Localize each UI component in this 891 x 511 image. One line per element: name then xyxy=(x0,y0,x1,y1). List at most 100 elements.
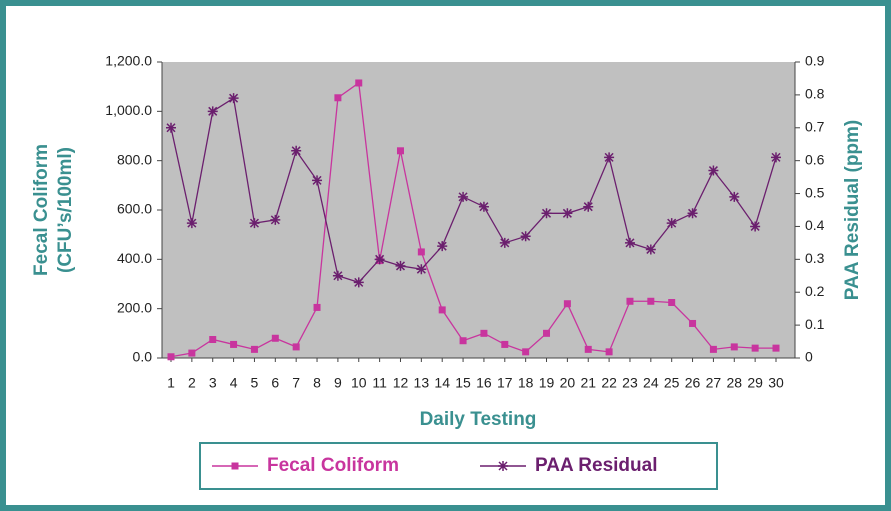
x-tick-label: 22 xyxy=(601,375,617,391)
data-point xyxy=(459,337,467,345)
y2-tick-label: 0 xyxy=(805,349,813,365)
legend-marker xyxy=(231,462,239,470)
y-tick-label: 200.0 xyxy=(117,299,152,315)
data-point xyxy=(645,244,656,255)
x-tick-label: 23 xyxy=(622,375,638,391)
y-tick-label: 1,000.0 xyxy=(105,102,152,118)
data-point xyxy=(250,345,258,353)
data-point xyxy=(478,201,489,212)
y2-tick-label: 0.2 xyxy=(805,283,825,299)
x-tick-label: 29 xyxy=(747,375,763,391)
data-point xyxy=(167,353,175,361)
data-point xyxy=(230,340,238,348)
y2-tick-label: 0.8 xyxy=(805,86,825,102)
data-point xyxy=(501,340,509,348)
x-tick-label: 13 xyxy=(414,375,430,391)
data-point xyxy=(729,191,740,202)
x-tick-label: 1 xyxy=(167,375,175,391)
data-point xyxy=(480,329,488,337)
y2-tick-label: 0.6 xyxy=(805,151,825,167)
plot-area xyxy=(162,62,795,358)
data-point xyxy=(687,208,698,219)
x-tick-label: 20 xyxy=(560,375,576,391)
legend-marker xyxy=(498,461,508,471)
data-point xyxy=(417,248,425,256)
data-point xyxy=(604,152,615,163)
data-point xyxy=(771,152,781,163)
data-point xyxy=(708,165,719,176)
y-tick-label: 400.0 xyxy=(117,250,152,266)
x-tick-label: 21 xyxy=(580,375,596,391)
data-point xyxy=(772,344,780,352)
y2-tick-label: 0.7 xyxy=(805,118,825,134)
x-tick-label: 5 xyxy=(251,375,259,391)
data-point xyxy=(668,299,676,306)
data-point xyxy=(666,218,677,229)
data-point xyxy=(188,349,196,357)
x-tick-label: 19 xyxy=(539,375,555,391)
x-tick-label: 27 xyxy=(706,375,722,391)
y2-tick-label: 0.3 xyxy=(805,250,825,266)
data-point xyxy=(520,231,531,242)
x-tick-label: 14 xyxy=(434,375,450,391)
y2-tick-label: 0.4 xyxy=(805,217,825,233)
data-point xyxy=(396,147,404,155)
x-tick-label: 12 xyxy=(393,375,409,391)
y-tick-label: 0.0 xyxy=(133,349,153,365)
data-point xyxy=(353,277,364,288)
data-point xyxy=(563,300,571,308)
data-point xyxy=(522,348,530,356)
legend-label: PAA Residual xyxy=(535,455,657,476)
x-tick-label: 25 xyxy=(664,375,680,391)
data-point xyxy=(332,270,343,281)
data-point xyxy=(438,306,446,314)
x-tick-label: 10 xyxy=(351,375,367,391)
data-point xyxy=(166,122,176,133)
x-tick-label: 7 xyxy=(292,375,300,391)
data-point xyxy=(395,260,406,271)
x-tick-label: 11 xyxy=(372,375,387,391)
data-point xyxy=(624,237,635,248)
x-tick-label: 9 xyxy=(334,375,342,391)
x-tick-label: 28 xyxy=(726,375,742,391)
x-tick-label: 15 xyxy=(455,375,471,391)
y2-tick-label: 0.5 xyxy=(805,184,825,200)
data-point xyxy=(270,214,281,225)
y-tick-label: 1,200.0 xyxy=(105,53,152,69)
data-point xyxy=(605,348,613,356)
legend xyxy=(199,442,718,490)
x-tick-label: 24 xyxy=(643,375,659,391)
data-point xyxy=(291,145,302,156)
y2-tick-label: 0.9 xyxy=(805,53,825,69)
data-point xyxy=(562,208,573,219)
y-tick-label: 800.0 xyxy=(117,151,152,167)
legend-label: Fecal Coliform xyxy=(267,455,399,476)
data-point xyxy=(541,208,552,219)
data-point xyxy=(750,221,761,232)
y-tick-label: 600.0 xyxy=(117,201,152,217)
data-point xyxy=(271,334,279,342)
data-point xyxy=(186,218,197,229)
y-axis-title: (CFU’s/100ml) xyxy=(55,147,76,273)
x-tick-label: 4 xyxy=(230,375,238,391)
data-point xyxy=(207,106,218,117)
x-tick-label: 8 xyxy=(313,375,321,391)
y2-axis-title: PAA Residual (ppm) xyxy=(842,120,863,301)
y-axis-title: Fecal Coliform xyxy=(31,144,52,276)
x-tick-label: 18 xyxy=(518,375,534,391)
data-point xyxy=(626,297,634,305)
data-point xyxy=(730,343,738,351)
x-tick-label: 16 xyxy=(476,375,492,391)
data-point xyxy=(543,329,551,337)
data-point xyxy=(249,218,260,229)
data-point xyxy=(228,93,239,104)
x-tick-label: 6 xyxy=(271,375,279,391)
x-tick-label: 17 xyxy=(497,375,513,391)
data-point xyxy=(312,175,323,186)
data-point xyxy=(416,264,427,275)
data-point xyxy=(313,303,321,311)
data-point xyxy=(709,345,717,353)
data-point xyxy=(583,201,594,212)
data-point xyxy=(584,345,592,353)
